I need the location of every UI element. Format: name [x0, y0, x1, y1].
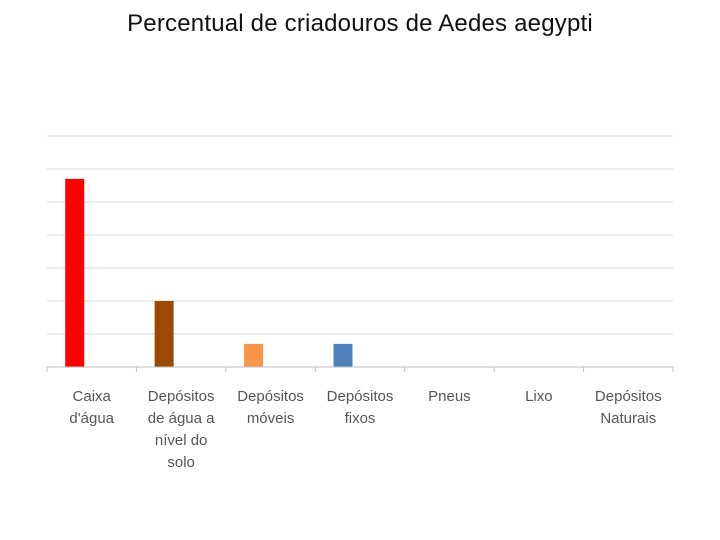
bar: [65, 178, 85, 367]
axis: [46, 366, 674, 372]
x-tick-label: Depósitos móveis: [237, 388, 304, 427]
x-tick-label: Lixo: [525, 388, 553, 405]
x-tick-label: Depósitos fixos: [327, 388, 394, 427]
category-labels: Caixa d'água Depósitos de água a nível do sol…: [69, 388, 661, 471]
x-tick-label: Pneus: [428, 388, 471, 405]
bar: [333, 343, 353, 367]
gridlines: [47, 135, 673, 335]
bars: [65, 178, 353, 367]
bar: [154, 301, 174, 367]
bar: [244, 343, 264, 367]
chart-title: Percentual de criadouros de Aedes aegypt…: [127, 10, 593, 37]
x-tick-label: Depósitos Naturais: [595, 388, 662, 427]
x-tick-label: Depósitos de água a nível do solo: [148, 388, 215, 471]
x-tick-label: Caixa d'água: [69, 388, 114, 427]
